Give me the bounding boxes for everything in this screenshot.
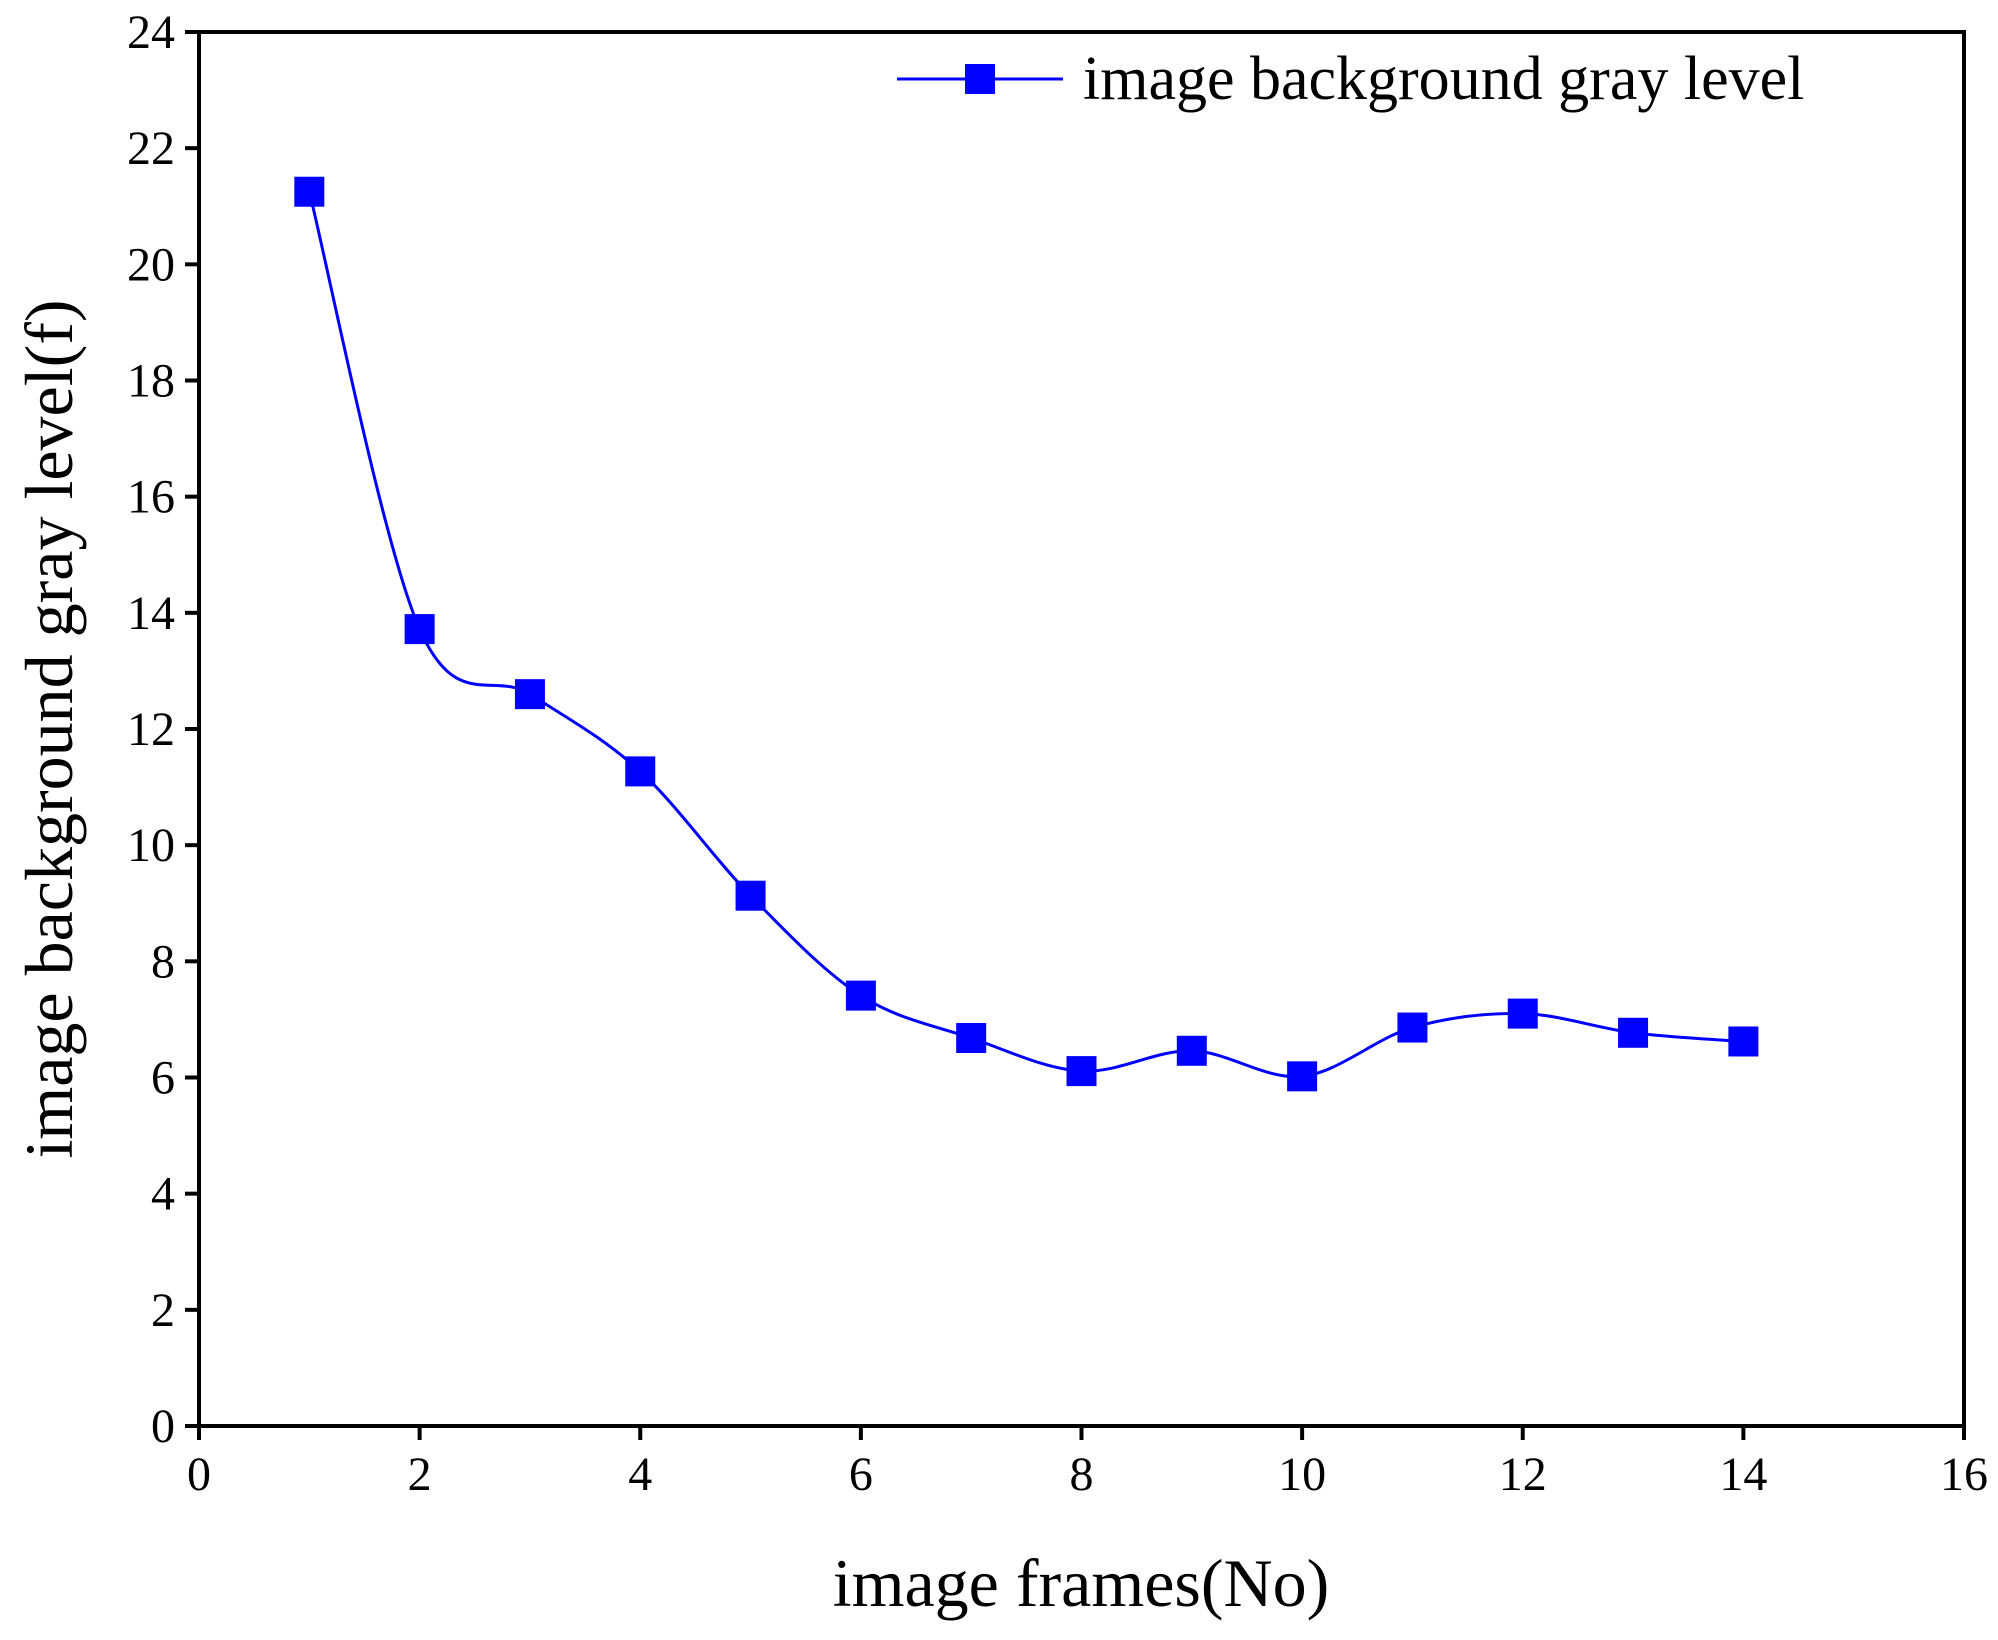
legend-label: image background gray level [1083,45,1804,113]
y-tick-label: 10 [127,819,175,872]
y-tick-label: 2 [151,1284,175,1337]
x-tick-label: 8 [1070,1448,1094,1501]
y-tick-label: 24 [127,6,175,59]
marker [1287,1061,1318,1092]
series-line [307,191,1744,1079]
marker [1066,1056,1097,1087]
marker [514,679,545,710]
marker [1397,1012,1428,1043]
marker [735,880,766,911]
marker [294,176,325,207]
marker [1176,1035,1207,1066]
marker [1728,1026,1759,1057]
x-tick-label: 4 [628,1448,652,1501]
y-tick-label: 0 [151,1400,175,1453]
marker [845,980,876,1011]
y-axis-title: image background gray level(f) [11,299,87,1158]
x-axis-title: image frames(No) [833,1545,1330,1621]
marker [1618,1017,1649,1048]
marker [625,756,656,787]
y-tick-label: 22 [127,122,175,175]
marker [1507,998,1538,1029]
x-tick-label: 16 [1940,1448,1988,1501]
y-tick-label: 20 [127,238,175,291]
y-tick-label: 12 [127,703,175,756]
marker [404,614,435,645]
x-tick-label: 14 [1719,1448,1767,1501]
x-tick-label: 10 [1278,1448,1326,1501]
y-tick-label: 14 [127,587,175,640]
y-tick-label: 6 [151,1052,175,1105]
x-tick-label: 0 [187,1448,211,1501]
x-tick-label: 6 [849,1448,873,1501]
y-tick-label: 16 [127,471,175,524]
marker [956,1023,987,1054]
legend-marker [965,64,995,94]
y-tick-label: 18 [127,355,175,408]
y-tick-label: 4 [151,1168,175,1221]
x-tick-label: 12 [1499,1448,1547,1501]
x-tick-label: 2 [408,1448,432,1501]
y-tick-label: 8 [151,935,175,988]
plot-frame [197,30,1966,1428]
